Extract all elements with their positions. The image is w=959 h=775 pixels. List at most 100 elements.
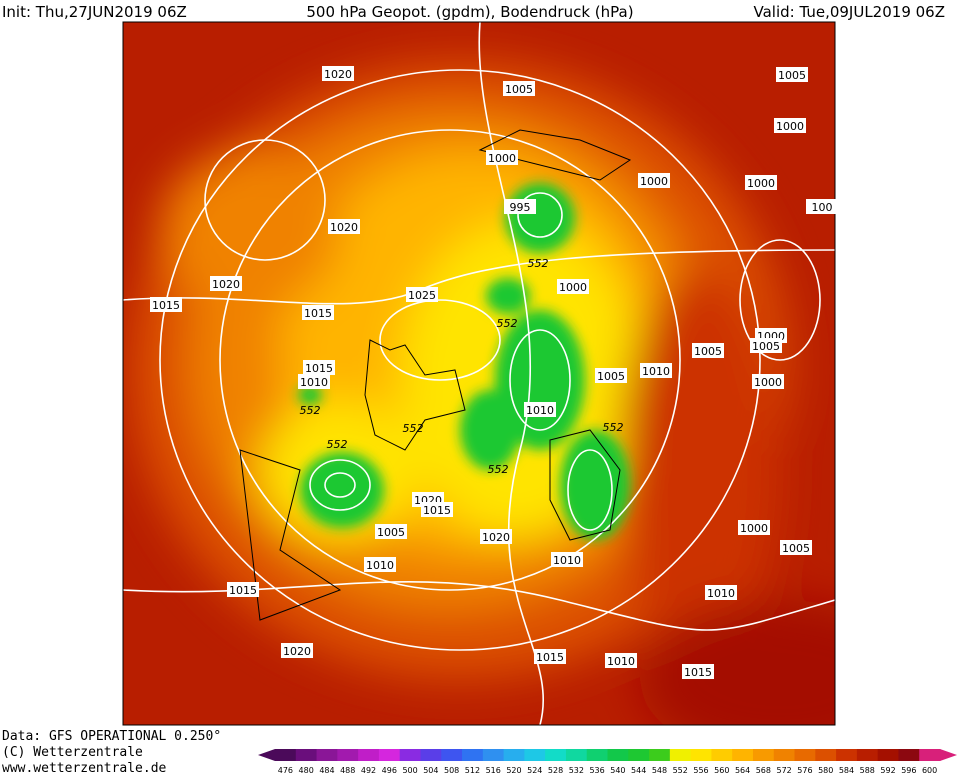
isobar-label: 1020 (330, 221, 358, 234)
label-box (210, 276, 242, 291)
label-box (486, 150, 518, 165)
colorbar-label: 588 (860, 766, 875, 775)
colorbar-label: 516 (486, 766, 501, 775)
label-box (150, 297, 182, 312)
label-box (303, 360, 335, 375)
colorbar-swatch (462, 749, 484, 761)
colorbar-swatch (690, 749, 712, 761)
colorbar-label: 480 (299, 766, 314, 775)
label-box (375, 524, 407, 539)
colorbar-swatch (836, 749, 858, 761)
colorbar-label: 576 (797, 766, 812, 775)
label-box (281, 643, 313, 658)
colorbar-label: 528 (548, 766, 563, 775)
label-box (745, 175, 777, 190)
isobar-label: 1015 (536, 651, 564, 664)
isobar-label: 100 (812, 201, 833, 214)
colorbar-label: 560 (714, 766, 729, 775)
label-box (692, 343, 724, 358)
isobar-label: 552 (603, 421, 624, 434)
colorbar-label: 536 (589, 766, 604, 775)
colorbar-swatch (794, 749, 816, 761)
isobar-label: 1000 (776, 120, 804, 133)
colorbar-swatch (295, 749, 318, 761)
isobar-label: 1005 (778, 69, 806, 82)
colorbar-swatch (752, 749, 775, 761)
isobar-label: 1005 (597, 370, 625, 383)
isobar-label: 1020 (324, 68, 352, 81)
colorbar-swatch (815, 749, 837, 761)
isobar-label: 1010 (300, 376, 328, 389)
colorbar: 476 480 484 488 492 496 500 504 508 512 516 520 524 5… (258, 749, 957, 775)
isobar-label: 1005 (752, 340, 780, 353)
colorbar-swatch (420, 749, 442, 761)
colorbar-label: 532 (569, 766, 584, 775)
colorbar-swatch (669, 749, 692, 761)
colorbar-swatch (482, 749, 505, 761)
colorbar-label: 548 (652, 766, 667, 775)
colorbar-swatch (275, 749, 297, 761)
label-box (605, 653, 637, 668)
isobar-label: 1005 (694, 345, 722, 358)
label-box (322, 66, 354, 81)
map-frame (122, 21, 836, 726)
label-box (298, 374, 330, 389)
isobar-label: 995 (510, 201, 531, 214)
colorbar-label: 512 (465, 766, 480, 775)
isobar-label: 1010 (526, 404, 554, 417)
title: 500 hPa Geopot. (gpdm), Bodendruck (hPa) (306, 3, 633, 21)
colorbar-swatch (399, 749, 421, 761)
colorbar-label: 524 (527, 766, 542, 775)
isobar-label: 1000 (740, 522, 768, 535)
isobar-label: 1000 (640, 175, 668, 188)
label-box (738, 520, 770, 535)
label-box (705, 585, 737, 600)
colorbar-label: 556 (693, 766, 708, 775)
colorbar-swatch (649, 749, 671, 761)
label-box (551, 552, 583, 567)
label-box (806, 199, 838, 214)
colorbar-swatch (773, 749, 796, 761)
colorbar-label: 584 (839, 766, 854, 775)
isobar-labels: 1020 1005 1005 1000 1000 1000 1000 995 100 1020 55… (150, 66, 838, 679)
label-box (780, 540, 812, 555)
colorbar-label: 572 (777, 766, 792, 775)
label-box (638, 173, 670, 188)
colorbar-label: 496 (382, 766, 397, 775)
isobar-label: 1010 (642, 365, 670, 378)
isobar-label: 552 (300, 404, 321, 417)
colorbar-swatch (919, 749, 941, 761)
label-box (421, 502, 453, 517)
isobar-label: 552 (497, 317, 518, 330)
colorbar-label: 488 (340, 766, 355, 775)
isobar-label: 1000 (747, 177, 775, 190)
colorbar-swatch (358, 749, 380, 761)
isobar-label: 1020 (212, 278, 240, 291)
colorbar-label: 592 (880, 766, 895, 775)
label-box (750, 338, 782, 353)
isobar-label: 1025 (408, 289, 436, 302)
colorbar-label: 540 (610, 766, 625, 775)
isobar-label: 1010 (707, 587, 735, 600)
colorbar-swatch (524, 749, 546, 761)
colorbar-label: 476 (278, 766, 293, 775)
colorbar-swatch (316, 749, 338, 761)
colorbar-label: 484 (319, 766, 334, 775)
colorbar-swatch (856, 749, 879, 761)
label-box (503, 81, 535, 96)
label-box (682, 664, 714, 679)
init-label: Init: Thu,27JUN2019 06Z (2, 3, 187, 21)
isobar-label: 1010 (553, 554, 581, 567)
colorbar-label: 580 (818, 766, 833, 775)
colorbar-swatch (898, 749, 920, 761)
isobar-label: 1005 (505, 83, 533, 96)
label-box (504, 199, 536, 214)
isobar-label: 1015 (304, 307, 332, 320)
colorbar-label: 544 (631, 766, 646, 775)
colorbar-label: 500 (402, 766, 417, 775)
isobars (123, 22, 835, 725)
label-box (774, 118, 806, 133)
isobar-label: 552 (488, 463, 509, 476)
